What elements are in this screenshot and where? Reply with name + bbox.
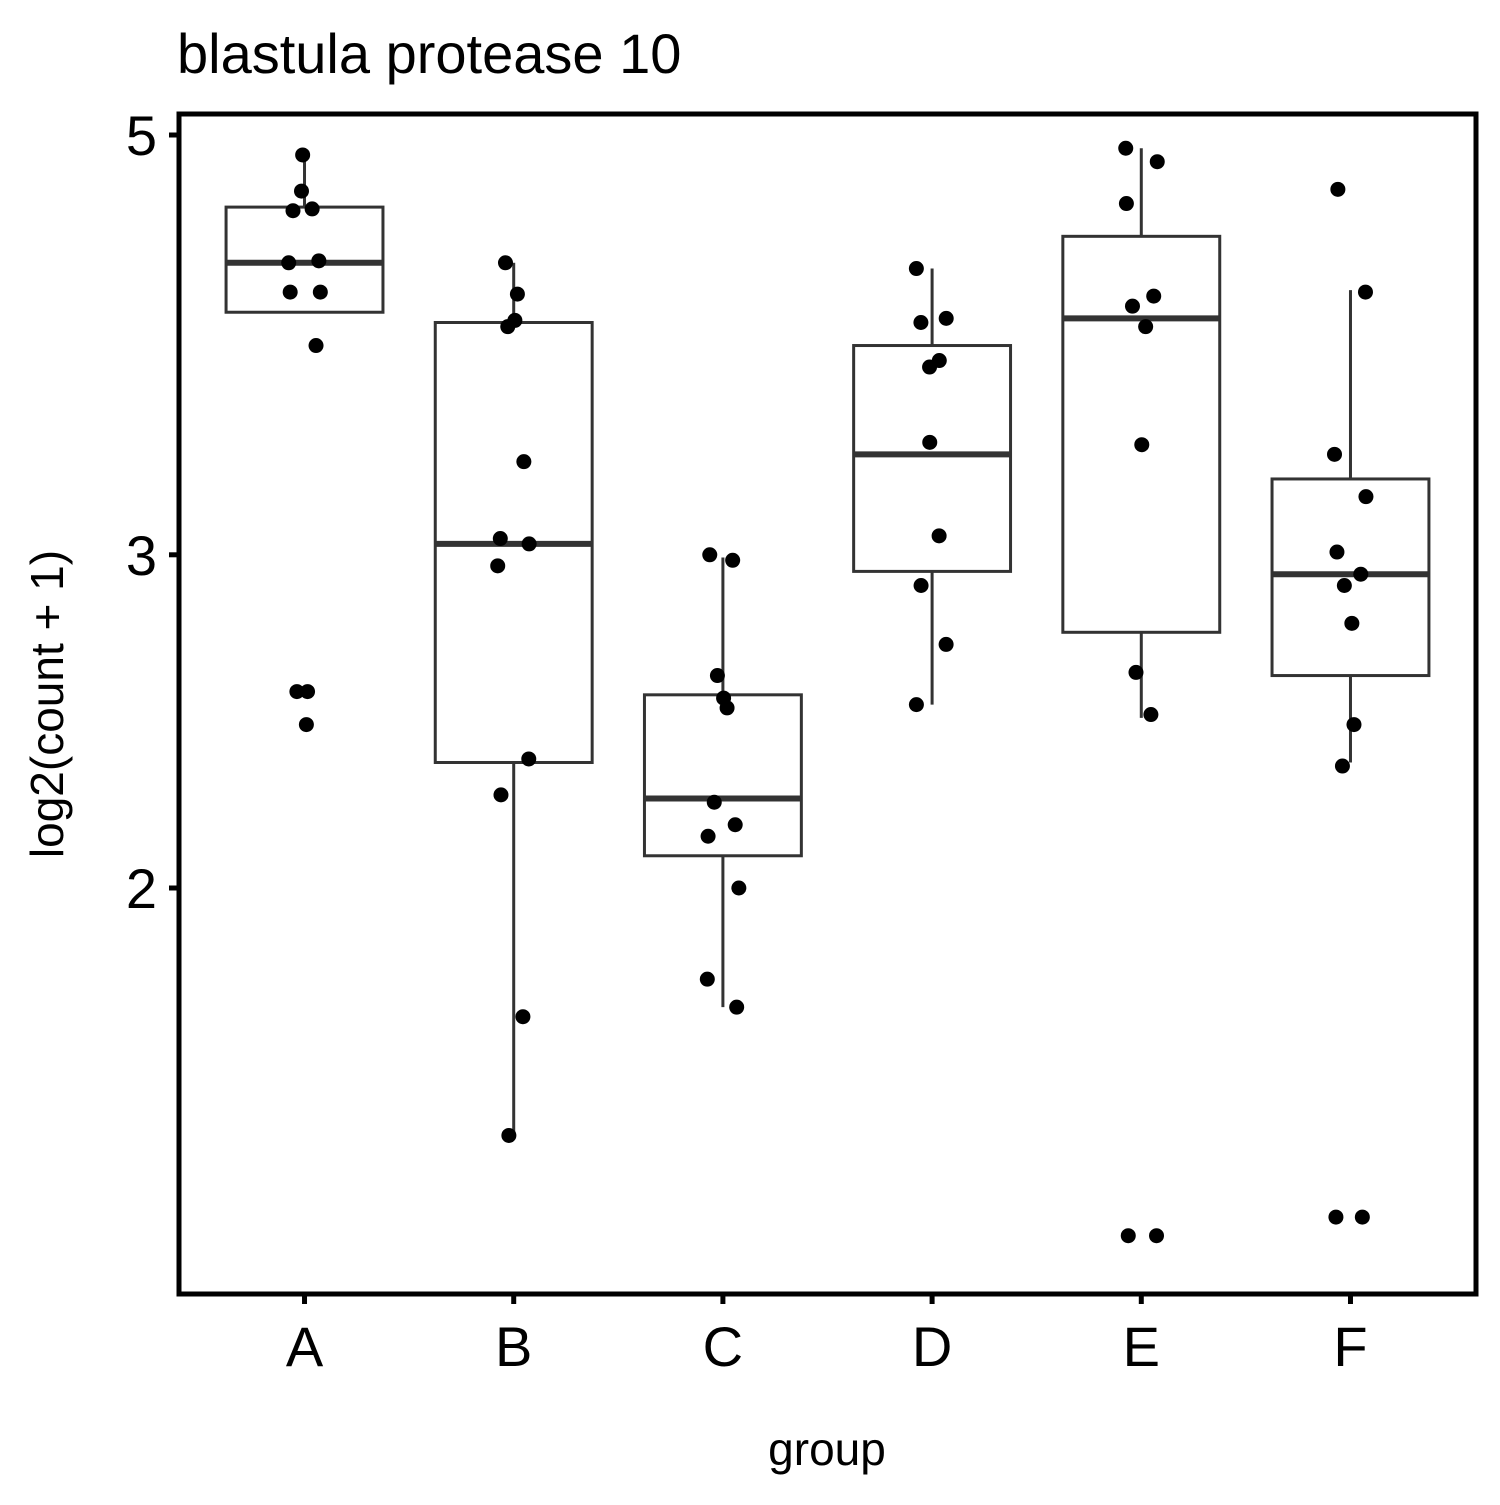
data-point <box>490 558 506 574</box>
data-point <box>1143 707 1159 723</box>
box-group-a <box>224 154 385 314</box>
data-point <box>700 828 716 844</box>
data-point <box>308 338 324 354</box>
data-point <box>908 261 924 277</box>
chart-title: blastula protease 10 <box>177 22 681 85</box>
data-point <box>719 700 735 716</box>
data-point <box>500 319 516 335</box>
box-group-c <box>642 557 803 1008</box>
data-point <box>913 314 929 330</box>
data-point <box>312 284 328 300</box>
x-axis-title: group <box>768 1423 886 1475</box>
data-point <box>295 147 311 163</box>
data-point <box>1358 489 1374 505</box>
data-point <box>281 255 297 271</box>
data-point <box>1346 717 1362 733</box>
data-point <box>1330 181 1346 197</box>
data-point <box>509 286 525 302</box>
data-point <box>293 183 309 199</box>
data-point <box>699 971 715 987</box>
x-tick-label: F <box>1333 1315 1367 1378</box>
data-point <box>931 528 947 544</box>
y-axis-title: log2(count + 1) <box>21 550 73 858</box>
data-point <box>1118 196 1134 212</box>
data-point <box>298 717 314 733</box>
box-group-b <box>433 262 594 1136</box>
data-point <box>706 794 722 810</box>
data-point <box>501 1127 517 1143</box>
data-point <box>1149 154 1165 170</box>
x-tick-label: E <box>1123 1315 1160 1378</box>
data-point <box>521 536 537 552</box>
data-point <box>1138 319 1154 335</box>
axes: 2 3 5 A B C D E F <box>126 104 1368 1378</box>
x-tick-label: A <box>286 1315 324 1378</box>
data-point <box>1134 437 1150 453</box>
data-point <box>729 999 745 1015</box>
data-point <box>922 359 938 375</box>
box-iqr <box>224 205 385 314</box>
data-point <box>521 751 537 767</box>
x-tick-label: C <box>703 1315 743 1378</box>
data-point <box>913 577 929 593</box>
data-point <box>938 636 954 652</box>
data-point <box>300 684 316 700</box>
data-point <box>938 310 954 326</box>
data-point <box>725 552 741 568</box>
data-point <box>1124 298 1140 314</box>
data-point <box>516 454 532 470</box>
data-point <box>702 547 718 563</box>
data-point <box>1118 140 1134 156</box>
data-point <box>1327 446 1343 462</box>
data-point <box>493 787 509 803</box>
points-a <box>281 147 328 733</box>
data-point <box>1149 1228 1165 1244</box>
box-iqr <box>642 693 803 858</box>
data-point <box>727 817 743 833</box>
plot-area <box>224 140 1431 1244</box>
box-iqr <box>1270 477 1431 678</box>
data-point <box>1353 566 1369 582</box>
box-group-d <box>852 268 1013 705</box>
points-e <box>1118 140 1165 1244</box>
box-group-e <box>1061 148 1222 718</box>
y-tick-label: 2 <box>126 857 157 920</box>
data-point <box>1120 1228 1136 1244</box>
data-point <box>922 434 938 450</box>
points-c <box>699 547 747 1015</box>
data-point <box>311 253 327 269</box>
y-tick-label: 5 <box>126 104 157 167</box>
data-point <box>1357 284 1373 300</box>
data-point <box>282 284 298 300</box>
box-iqr <box>1061 234 1222 634</box>
data-point <box>285 203 301 219</box>
data-point <box>515 1009 531 1025</box>
data-point <box>1344 615 1360 631</box>
data-point <box>1328 1209 1344 1225</box>
x-tick-label: D <box>912 1315 952 1378</box>
panel-border <box>176 111 1479 1297</box>
data-point <box>1329 544 1345 560</box>
x-tick-label: B <box>495 1315 532 1378</box>
data-point <box>1354 1209 1370 1225</box>
data-point <box>731 880 747 896</box>
data-point <box>304 201 320 217</box>
box-group-f <box>1270 290 1431 763</box>
data-point <box>1334 758 1350 774</box>
points-f <box>1327 181 1374 1225</box>
points-d <box>908 261 954 713</box>
points-b <box>490 255 537 1143</box>
data-point <box>1146 288 1162 304</box>
data-point <box>1336 577 1352 593</box>
data-point <box>289 684 305 700</box>
data-point <box>1128 664 1144 680</box>
data-point <box>709 668 725 684</box>
y-tick-label: 3 <box>126 524 157 587</box>
data-point <box>492 531 508 547</box>
data-point <box>908 697 924 713</box>
data-point <box>497 255 513 271</box>
